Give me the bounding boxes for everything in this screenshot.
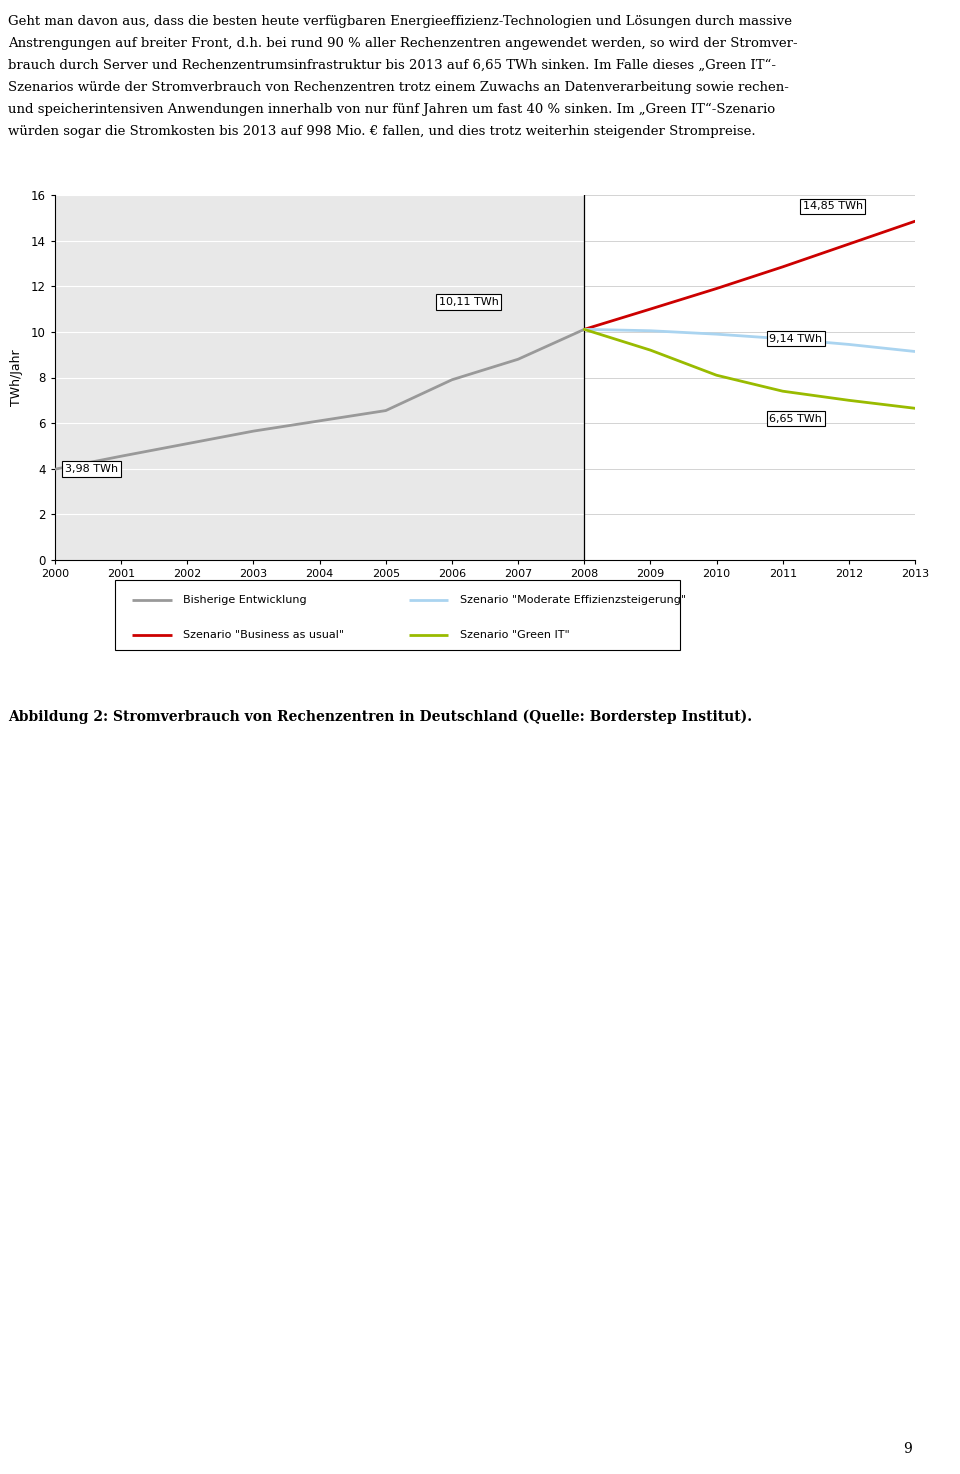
Text: Szenario "Moderate Effizienzsteigerung": Szenario "Moderate Effizienzsteigerung" (460, 594, 685, 604)
Text: Anstrengungen auf breiter Front, d.h. bei rund 90 % aller Rechenzentren angewend: Anstrengungen auf breiter Front, d.h. be… (8, 37, 798, 50)
Bar (585, 195, 948, 560)
Text: Abbildung 2: Stromverbrauch von Rechenzentren in Deutschland (Quelle: Borderstep: Abbildung 2: Stromverbrauch von Rechenze… (8, 710, 752, 724)
Y-axis label: TWh/Jahr: TWh/Jahr (10, 349, 23, 405)
Text: Szenario "Green IT": Szenario "Green IT" (460, 629, 569, 640)
Text: 3,98 TWh: 3,98 TWh (65, 464, 118, 475)
Text: 10,11 TWh: 10,11 TWh (439, 298, 498, 307)
Text: 6,65 TWh: 6,65 TWh (770, 414, 823, 423)
Text: Bisherige Entwicklung: Bisherige Entwicklung (182, 594, 306, 604)
Bar (55, 195, 585, 560)
Text: und speicherintensiven Anwendungen innerhalb von nur fünf Jahren um fast 40 % si: und speicherintensiven Anwendungen inner… (8, 103, 775, 116)
Text: Szenario "Business as usual": Szenario "Business as usual" (182, 629, 344, 640)
FancyBboxPatch shape (115, 579, 680, 650)
Text: Szenarios würde der Stromverbrauch von Rechenzentren trotz einem Zuwachs an Date: Szenarios würde der Stromverbrauch von R… (8, 81, 789, 94)
Text: Geht man davon aus, dass die besten heute verfügbaren Energieeffizienz-Technolog: Geht man davon aus, dass die besten heut… (8, 15, 792, 28)
Text: brauch durch Server und Rechenzentrumsinfrastruktur bis 2013 auf 6,65 TWh sinken: brauch durch Server und Rechenzentrumsin… (8, 59, 776, 72)
Text: 14,85 TWh: 14,85 TWh (803, 202, 863, 211)
Text: würden sogar die Stromkosten bis 2013 auf 998 Mio. € fallen, und dies trotz weit: würden sogar die Stromkosten bis 2013 au… (8, 125, 756, 139)
Text: 9: 9 (903, 1443, 912, 1456)
Text: 9,14 TWh: 9,14 TWh (770, 333, 823, 343)
